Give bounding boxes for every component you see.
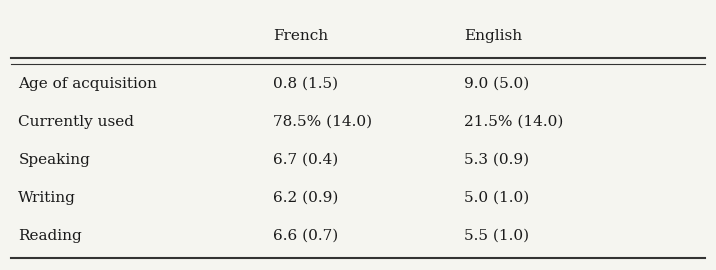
Text: English: English (464, 29, 522, 43)
Text: 0.8 (1.5): 0.8 (1.5) (273, 77, 338, 91)
Text: Age of acquisition: Age of acquisition (19, 77, 158, 91)
Text: 5.5 (1.0): 5.5 (1.0) (464, 229, 529, 243)
Text: Speaking: Speaking (19, 153, 90, 167)
Text: 6.6 (0.7): 6.6 (0.7) (273, 229, 339, 243)
Text: 9.0 (5.0): 9.0 (5.0) (464, 77, 529, 91)
Text: Currently used: Currently used (19, 115, 135, 129)
Text: 5.0 (1.0): 5.0 (1.0) (464, 191, 529, 205)
Text: French: French (273, 29, 328, 43)
Text: 6.7 (0.4): 6.7 (0.4) (273, 153, 339, 167)
Text: 6.2 (0.9): 6.2 (0.9) (273, 191, 339, 205)
Text: Writing: Writing (19, 191, 76, 205)
Text: 78.5% (14.0): 78.5% (14.0) (273, 115, 372, 129)
Text: Reading: Reading (19, 229, 82, 243)
Text: 5.3 (0.9): 5.3 (0.9) (464, 153, 529, 167)
Text: 21.5% (14.0): 21.5% (14.0) (464, 115, 563, 129)
